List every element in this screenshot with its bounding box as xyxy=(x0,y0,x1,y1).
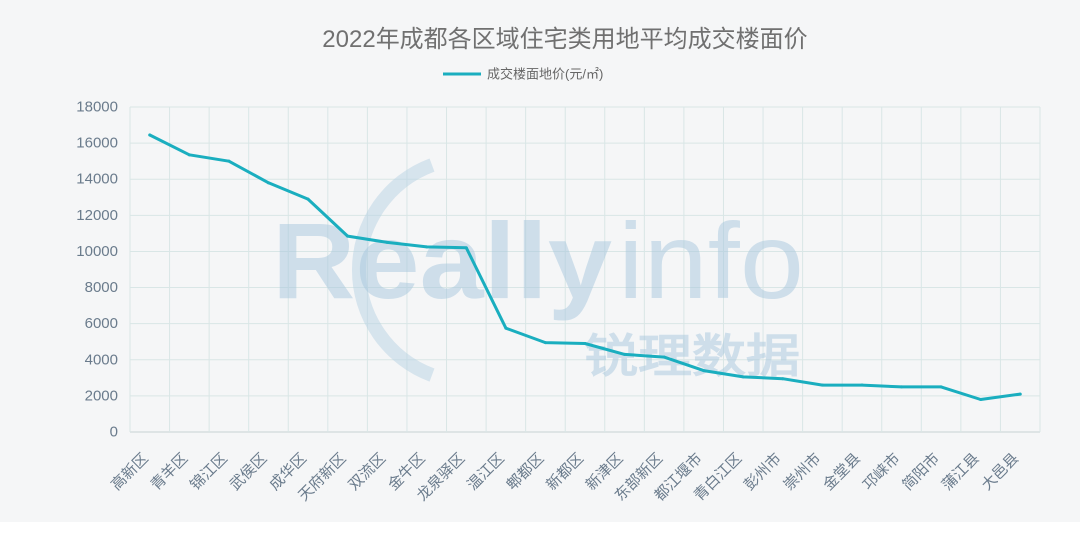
data-points xyxy=(148,133,1022,401)
y-tick-label: 12000 xyxy=(76,207,118,224)
data-point xyxy=(543,341,547,345)
data-point xyxy=(979,398,983,401)
watermark-brand-cn: 锐理数据 xyxy=(584,330,800,382)
y-tick-label: 2000 xyxy=(85,387,118,404)
y-tick-label: 8000 xyxy=(85,279,118,296)
data-point xyxy=(306,197,310,201)
data-point xyxy=(464,246,468,250)
data-point xyxy=(227,159,231,163)
y-tick-label: 4000 xyxy=(85,351,118,368)
y-tick-label: 14000 xyxy=(76,171,118,188)
data-point xyxy=(781,377,785,381)
watermark-logo-text-2: info xyxy=(618,200,804,321)
data-point xyxy=(1018,392,1022,396)
y-tick-label: 10000 xyxy=(76,243,118,260)
legend-label: 成交楼面地价(元/㎡) xyxy=(487,67,603,82)
data-point xyxy=(662,355,666,359)
watermark-arc xyxy=(352,158,435,382)
data-point xyxy=(820,383,824,387)
y-axis: 0 2000 4000 6000 8000 10000 12000 14000 16000 180… xyxy=(76,99,118,441)
bottom-strip xyxy=(0,522,1080,536)
data-point xyxy=(346,234,350,238)
data-point xyxy=(425,245,429,249)
data-point xyxy=(266,181,270,185)
chart-background xyxy=(0,0,1080,522)
data-point xyxy=(860,383,864,387)
data-point xyxy=(148,133,152,137)
legend-item[interactable]: 成交楼面地价(元/㎡) xyxy=(443,67,603,82)
y-tick-label: 16000 xyxy=(76,135,118,152)
watermark-logo-text: Really xyxy=(272,200,612,321)
grid xyxy=(129,106,1041,433)
data-point xyxy=(504,326,508,330)
y-tick-label: 6000 xyxy=(85,315,118,332)
data-point xyxy=(187,153,191,157)
watermark: Really info 锐理数据 xyxy=(272,158,804,382)
data-point xyxy=(385,240,389,244)
y-tick-label: 0 xyxy=(110,424,118,441)
data-point xyxy=(623,352,627,356)
data-point xyxy=(583,342,587,346)
chart-title: 2022年成都各区域住宅类用地平均成交楼面价 xyxy=(322,26,807,53)
data-point xyxy=(741,375,745,379)
data-point xyxy=(939,385,943,389)
y-tick-label: 18000 xyxy=(76,99,118,116)
data-point xyxy=(900,385,904,389)
data-point xyxy=(702,369,706,373)
